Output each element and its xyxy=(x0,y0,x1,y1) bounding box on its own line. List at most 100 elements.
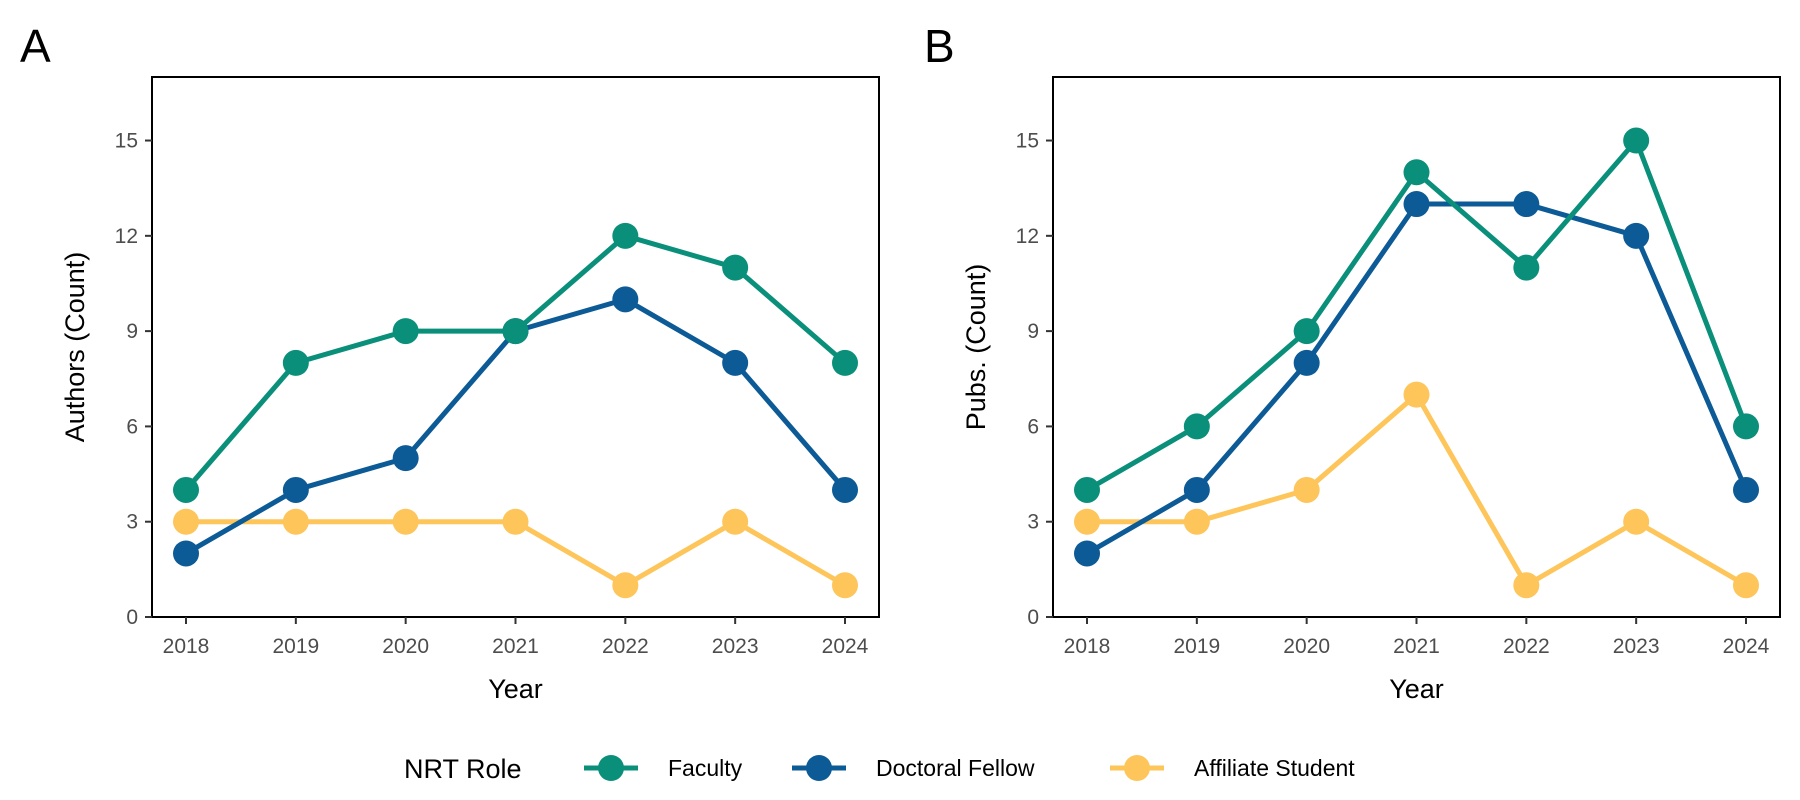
panel-a-point-affiliate-student xyxy=(392,508,419,535)
panel-a-x-tick-label: 2019 xyxy=(272,635,319,658)
panel-b-x-tick-label: 2023 xyxy=(1613,635,1660,658)
panel-b-x-axis-title: Year xyxy=(1389,674,1444,704)
panel-a-point-faculty xyxy=(612,222,639,249)
panel-b-point-affiliate-student xyxy=(1733,572,1759,599)
panel-a-point-doctoral-fellow xyxy=(722,349,749,376)
panel-a-point-affiliate-student xyxy=(612,572,639,599)
legend-label-doctoral-fellow: Doctoral Fellow xyxy=(876,755,1035,781)
panel-a-y-axis-title: Authors (Count) xyxy=(60,252,90,443)
panel-a-y-tick-label: 0 xyxy=(126,606,138,629)
panel-a-point-faculty xyxy=(282,349,309,376)
panel-a-x-tick-label: 2021 xyxy=(492,635,539,658)
panel-b-point-faculty xyxy=(1293,318,1320,345)
panel-a-point-affiliate-student xyxy=(832,572,858,599)
panel-b-y-axis-title: Pubs. (Count) xyxy=(961,264,991,431)
panel-b-y-tick-label: 9 xyxy=(1027,320,1039,343)
panel-a-point-doctoral-fellow xyxy=(173,540,199,567)
panel-b-y-tick-label: 6 xyxy=(1027,415,1039,438)
legend-entry-faculty: Faculty xyxy=(584,755,743,781)
legend-title: NRT Role xyxy=(404,754,522,784)
panel-b-series-layer xyxy=(1074,127,1759,599)
panel-a-series-layer xyxy=(173,222,858,599)
panel-b-plot-frame xyxy=(1052,76,1781,618)
panel-b-point-doctoral-fellow xyxy=(1733,476,1759,503)
panel-a-y-tick-label: 6 xyxy=(126,415,138,438)
panel-b-x-tick-label: 2019 xyxy=(1173,635,1220,658)
panel-a-x-tick-label: 2018 xyxy=(163,635,210,658)
legend-key-marker-affiliate-student xyxy=(1124,755,1150,781)
panel-a-series-faculty xyxy=(173,222,858,503)
panel-a-series-affiliate-student xyxy=(173,508,858,599)
legend: NRT Role Faculty Doctoral Fellow Affilia… xyxy=(404,754,1355,784)
panel-a-y-tick-label: 3 xyxy=(126,511,138,534)
panel-b-point-doctoral-fellow xyxy=(1623,222,1650,249)
panel-b-point-affiliate-student xyxy=(1623,508,1650,535)
panel-b-point-faculty xyxy=(1403,159,1430,186)
panel-b-point-faculty xyxy=(1623,127,1650,154)
panel-a-x-tick-label: 2022 xyxy=(602,635,649,658)
panel-b-series-affiliate-student xyxy=(1074,381,1759,599)
panel-a-point-faculty xyxy=(722,254,749,281)
panel-b-line-doctoral-fellow xyxy=(1084,201,1749,556)
legend-key-marker-faculty xyxy=(598,755,624,781)
panel-b-point-faculty xyxy=(1074,476,1100,503)
legend-entry-affiliate-student: Affiliate Student xyxy=(1110,755,1355,781)
panel-b-series-doctoral-fellow xyxy=(1074,191,1759,567)
panel-b-point-faculty xyxy=(1183,413,1210,440)
panel-b-point-affiliate-student xyxy=(1074,508,1100,535)
panel-b-y-tick-label: 12 xyxy=(1016,225,1039,248)
panel-b-y-tick-label: 0 xyxy=(1027,606,1039,629)
panel-b-point-doctoral-fellow xyxy=(1074,540,1100,567)
panel-a-x-axis-title: Year xyxy=(488,674,543,704)
panel-b-point-doctoral-fellow xyxy=(1403,191,1430,218)
panel-b-x-tick-label: 2021 xyxy=(1393,635,1440,658)
panel-a-y-axis: 0 3 6 9 12 15 xyxy=(115,130,152,629)
panel-a-point-affiliate-student xyxy=(282,508,309,535)
panel-a-point-doctoral-fellow xyxy=(612,286,639,313)
panel-a-x-tick-label: 2020 xyxy=(382,635,429,658)
legend-label-affiliate-student: Affiliate Student xyxy=(1194,755,1355,781)
panel-a-x-tick-label: 2024 xyxy=(822,635,869,658)
panel-a-letter: A xyxy=(20,20,51,72)
panel-a-point-faculty xyxy=(173,476,199,503)
legend-key-marker-doctoral-fellow xyxy=(806,755,832,781)
panel-b-point-affiliate-student xyxy=(1513,572,1540,599)
panel-a-point-affiliate-student xyxy=(722,508,749,535)
panel-b-point-doctoral-fellow xyxy=(1513,191,1540,218)
panel-a-y-tick-label: 12 xyxy=(115,225,138,248)
panel-b-x-axis: 2018 2019 2020 2021 2022 2023 2024 xyxy=(1064,617,1770,658)
panel-a-y-tick-label: 9 xyxy=(126,320,138,343)
panel-b-letter: B xyxy=(924,20,955,72)
panel-a-point-affiliate-student xyxy=(173,508,199,535)
panel-a-plot-frame xyxy=(151,76,880,618)
panel-b-point-faculty xyxy=(1733,413,1759,440)
panel-a-point-faculty xyxy=(832,349,858,376)
panel-b-y-axis: 0 3 6 9 12 15 xyxy=(1016,130,1053,629)
panel-b-point-faculty xyxy=(1513,254,1540,281)
panel-b-x-tick-label: 2024 xyxy=(1723,635,1770,658)
panel-a-x-axis: 2018 2019 2020 2021 2022 2023 2024 xyxy=(163,617,869,658)
legend-label-faculty: Faculty xyxy=(668,755,743,781)
panel-a-point-faculty xyxy=(502,318,529,345)
panel-b-point-affiliate-student xyxy=(1293,476,1320,503)
panel-b-y-tick-label: 15 xyxy=(1016,130,1039,153)
panel-b-series-faculty xyxy=(1074,127,1759,503)
panel-b-point-affiliate-student xyxy=(1403,381,1430,408)
panel-b-y-tick-label: 3 xyxy=(1027,511,1039,534)
panel-a-point-doctoral-fellow xyxy=(832,476,858,503)
panel-a-y-tick-label: 15 xyxy=(115,130,138,153)
panel-a-point-faculty xyxy=(392,318,419,345)
panel-b-point-doctoral-fellow xyxy=(1293,349,1320,376)
panel-b-x-tick-label: 2018 xyxy=(1064,635,1111,658)
panel-a-x-tick-label: 2023 xyxy=(712,635,759,658)
panel-b-x-tick-label: 2020 xyxy=(1283,635,1330,658)
panel-a-point-affiliate-student xyxy=(502,508,529,535)
panel-b-point-affiliate-student xyxy=(1183,508,1210,535)
legend-entry-doctoral-fellow: Doctoral Fellow xyxy=(792,755,1035,781)
panel-a-point-doctoral-fellow xyxy=(392,445,419,472)
panel-b-point-doctoral-fellow xyxy=(1183,476,1210,503)
panel-a-point-doctoral-fellow xyxy=(282,476,309,503)
